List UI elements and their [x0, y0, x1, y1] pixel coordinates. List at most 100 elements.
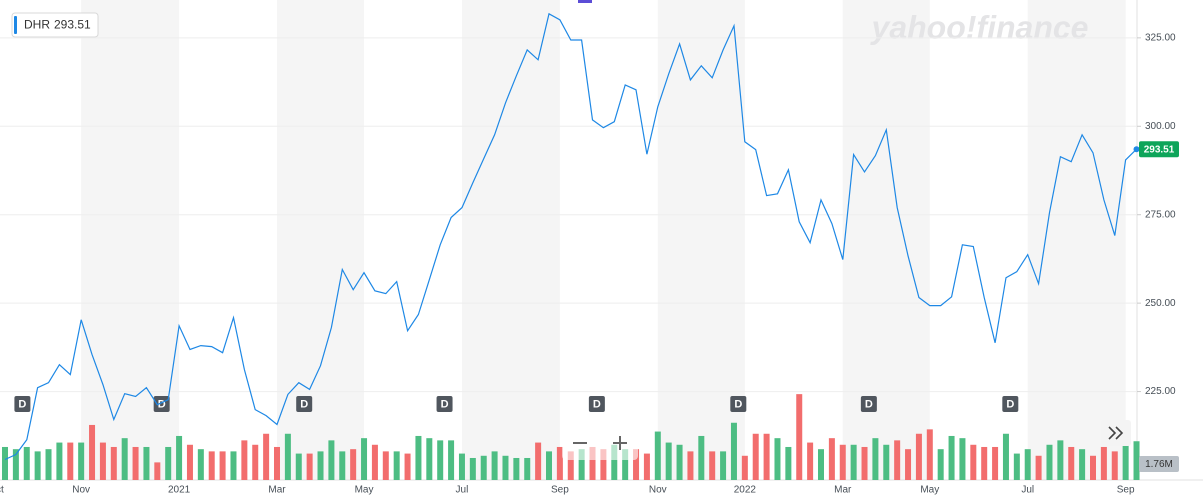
volume-bar: [1100, 446, 1107, 480]
volume-bar: [709, 451, 716, 480]
volume-bar: [23, 446, 30, 480]
volume-bar: [197, 449, 204, 480]
volume-bar: [208, 451, 215, 480]
volume-bar: [328, 440, 335, 480]
volume-bar: [915, 433, 922, 480]
volume-bar: [611, 444, 618, 480]
volume-bar: [1090, 455, 1096, 480]
volume-bar: [981, 446, 988, 480]
event-marker: [153, 396, 170, 412]
volume-bar: [1013, 453, 1020, 480]
event-marker: [436, 396, 453, 412]
volume-bar: [1068, 446, 1075, 480]
volume-bar: [774, 438, 781, 480]
volume-bar: [785, 446, 792, 480]
volume-bar: [535, 442, 542, 480]
price-tag: [1139, 141, 1179, 158]
month-band: [842, 0, 930, 480]
volume-bar: [404, 453, 411, 480]
event-label: D: [18, 398, 26, 410]
x-tick-label: Jul: [456, 485, 469, 496]
volume-bar: [132, 446, 139, 480]
volume-bar: [143, 446, 150, 480]
volume-bar: [252, 444, 259, 480]
volume-bar: [850, 444, 857, 480]
volume-bar: [905, 449, 912, 480]
month-band: [277, 0, 365, 480]
event-marker: [588, 396, 605, 412]
volume-bar: [741, 455, 748, 480]
volume-bar: [415, 435, 422, 480]
volume-bar: [2, 446, 8, 480]
volume-tag-label: 1.76M: [1145, 459, 1173, 470]
volume-bar: [230, 451, 237, 480]
volume-bar: [752, 433, 759, 480]
price-tag-label: 293.51: [1144, 144, 1175, 155]
volume-bar: [556, 446, 563, 480]
volume-bar: [176, 435, 183, 480]
month-band: [1027, 0, 1126, 480]
volume-bar: [633, 449, 640, 480]
volume-bar: [437, 440, 444, 480]
volume-bar: [883, 444, 890, 480]
x-tick-label: Nov: [72, 485, 90, 496]
volume-tag: [1139, 456, 1179, 472]
y-tick-label: 275.00: [1145, 209, 1176, 220]
volume-bar: [339, 451, 346, 480]
volume-bar: [469, 457, 476, 480]
event-label: D: [734, 398, 742, 410]
volume-bar: [546, 451, 552, 480]
volume-bar: [274, 446, 280, 480]
volume-bar: [1024, 449, 1031, 480]
volume-bar: [589, 446, 596, 480]
zoom-control[interactable]: [562, 426, 638, 460]
volume-bar: [165, 446, 172, 480]
marker: [578, 0, 592, 3]
volume-bar: [78, 442, 85, 480]
volume-bar: [393, 451, 400, 480]
volume-bar: [361, 438, 368, 480]
volume-bar: [34, 451, 41, 480]
volume-bar: [926, 429, 933, 480]
volume-bar: [818, 449, 824, 480]
volume-bar: [992, 446, 999, 480]
legend-symbol: DHR: [24, 18, 50, 32]
x-tick-label: Mar: [834, 485, 852, 496]
volume-bar: [45, 449, 52, 480]
month-band: [461, 0, 560, 480]
volume-bar: [186, 444, 193, 480]
volume-bar: [676, 444, 683, 480]
volume-bar: [295, 453, 302, 480]
last-point: [1133, 146, 1140, 153]
volume-bar: [1079, 449, 1086, 480]
volume-bar: [89, 424, 96, 480]
x-tick-label: Sep: [1117, 485, 1135, 496]
volume-bar: [578, 449, 585, 480]
y-tick-label: 325.00: [1145, 32, 1176, 43]
volume-bar: [448, 440, 455, 480]
volume-bar: [154, 462, 161, 480]
volume-bar: [513, 457, 520, 480]
volume-bar: [1035, 455, 1042, 480]
volume-bar: [110, 446, 117, 480]
x-tick-label: Nov: [649, 485, 667, 496]
event-label: D: [441, 398, 449, 410]
volume-bar: [121, 438, 128, 480]
volume-bar: [99, 442, 106, 480]
x-tick-label: May: [920, 485, 939, 496]
volume-bar: [241, 440, 248, 480]
volume-bar: [600, 449, 607, 480]
volume-bar: [959, 438, 966, 480]
y-tick-label: 300.00: [1145, 121, 1176, 132]
volume-bar: [643, 453, 650, 480]
event-marker: [296, 396, 313, 412]
volume-bar: [426, 438, 433, 480]
volume-bar: [1046, 444, 1053, 480]
volume-bar: [796, 394, 803, 480]
y-tick-label: 225.00: [1145, 386, 1176, 397]
volume-bar: [654, 431, 661, 480]
volume-bar: [524, 457, 531, 480]
scroll-button[interactable]: [1101, 420, 1131, 446]
volume-bar: [665, 442, 672, 480]
